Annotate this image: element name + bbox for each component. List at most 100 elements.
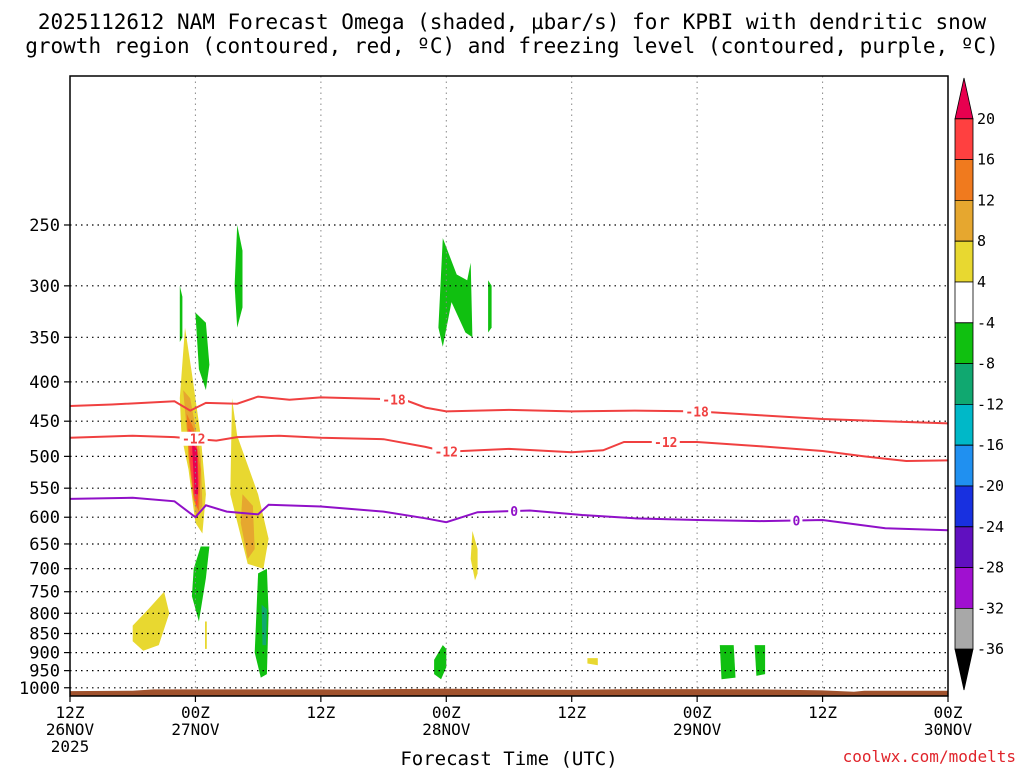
contour-line-1 [69,434,949,463]
x-tick-label-6-0: 12Z [808,703,837,722]
colorbar-label-9: -20 [977,477,1004,495]
colorbar-swatch-9 [954,444,974,487]
contour-label-1-0: -12 [435,446,458,461]
omega-area-16 [261,604,267,646]
colorbar-label-3: 8 [977,232,986,250]
y-tick-label-950: 950 [29,662,60,682]
x-axis-label: Forecast Time (UTC) [400,748,617,768]
omega-area-4 [191,442,198,495]
x-tick-label-3-0: 00Z [432,703,461,722]
contour-label-0-1: -18 [685,405,709,420]
contour-label-bg-0-1 [683,404,712,419]
y-tick-label-550: 550 [29,479,60,499]
colorbar-label-10: -24 [977,518,1004,536]
y-tick-label-350: 350 [29,328,60,348]
contour-label-bg-1-2 [179,431,208,446]
omega-area-6 [240,494,255,559]
credit-text: coolwx.com/modelts [842,747,1016,766]
x-tick-label-5-1: 29NOV [673,720,722,739]
omega-area-10 [205,621,207,649]
colorbar: 20 16 12 8 4 -4 -8 -12 -16 -20 -24 -28 -32 -36 [954,77,1004,691]
colorbar-swatch-14 [954,648,974,691]
terrain-layer [70,688,948,696]
y-tick-label-850: 850 [29,625,60,645]
contour-label-1-1: -12 [654,436,677,451]
colorbar-swatch-3 [954,199,974,242]
x-tick-label-5-0: 00Z [683,703,712,722]
x-tick-label-7-1: 30NOV [924,720,973,739]
x-tick-label-1-1: 27NOV [171,720,220,739]
temperature-contours: -18 -18 -12 -12 -12 0 0 [69,392,949,532]
colorbar-swatch-7 [954,363,974,405]
x-tick-label-0-0: 12Z [56,703,85,722]
contour-label-bg-2-1 [790,513,803,528]
x-tick-label-2-0: 12Z [306,703,335,722]
colorbar-label-6: -8 [977,355,995,373]
omega-area-17 [438,238,473,347]
x-tick-label-3-1: 28NOV [422,720,471,739]
y-tick-label-450: 450 [29,412,60,432]
colorbar-swatch-4 [954,240,974,283]
contour-label-bg-0-0 [380,392,409,407]
colorbar-label-4: 4 [977,273,986,291]
omega-area-20 [719,645,736,680]
y-axis: 2503003504004505005506006507007508008509… [19,216,70,699]
contour-label-bg-1-1 [651,435,680,450]
colorbar-label-8: -16 [977,436,1004,454]
colorbar-swatch-10 [954,485,974,528]
y-tick-label-900: 900 [29,644,60,664]
y-tick-label-600: 600 [29,508,60,528]
y-tick-label-650: 650 [29,535,60,555]
colorbar-swatch-5 [954,281,974,324]
colorbar-label-12: -32 [977,599,1004,617]
colorbar-label-1: 16 [977,151,995,169]
y-tick-label-400: 400 [29,373,60,393]
omega-area-14 [191,546,210,622]
colorbar-swatch-8 [954,403,974,446]
omega-area-19 [434,645,447,680]
omega-area-15 [254,568,269,678]
omega-area-18 [488,280,492,333]
x-tick-label-0-2: 2025 [51,737,90,756]
omega-area-21 [754,645,766,676]
omega-area-9 [587,658,598,666]
colorbar-swatch-1 [954,118,974,161]
colorbar-swatch-6 [954,322,974,365]
plot-frame [69,75,949,697]
contour-label-0-0: -18 [382,393,406,408]
terrain-surface [70,688,948,696]
colorbar-label-0: 20 [977,110,995,128]
colorbar-label-2: 12 [977,191,995,209]
y-tick-label-1000: 1000 [19,679,60,699]
y-tick-label-300: 300 [29,277,60,297]
omega-area-7 [132,591,170,651]
contour-label-bg-2-0 [508,503,521,518]
colorbar-label-5: -4 [977,314,995,332]
contour-line-0 [69,395,949,425]
colorbar-swatch-11 [954,526,974,568]
contour-line-2 [69,496,949,532]
colorbar-swatch-2 [954,159,974,201]
x-tick-label-4-0: 12Z [557,703,586,722]
colorbar-label-11: -28 [977,559,1004,577]
contour-label-1-2: -12 [182,433,205,448]
y-tick-label-250: 250 [29,216,60,236]
x-tick-label-1-0: 00Z [181,703,210,722]
x-tick-label-7-0: 00Z [934,703,963,722]
contour-label-2-0: 0 [510,505,518,520]
omega-area-13 [234,225,243,328]
y-tick-label-700: 700 [29,560,60,580]
colorbar-swatch-13 [954,608,974,650]
omega-shading [132,225,766,680]
contour-label-bg-1-0 [432,444,461,459]
chart-title-line-2: growth region (contoured, red, ºC) and f… [25,34,999,58]
y-tick-label-500: 500 [29,447,60,467]
x-tick-label-0-1: 26NOV [46,720,95,739]
omega-area-5 [230,398,269,569]
colorbar-swatch-0 [954,77,974,120]
colorbar-label-13: -36 [977,640,1004,658]
colorbar-label-7: -12 [977,395,1004,413]
chart-title-line-1: 2025112612 NAM Forecast Omega (shaded, µ… [37,10,987,34]
